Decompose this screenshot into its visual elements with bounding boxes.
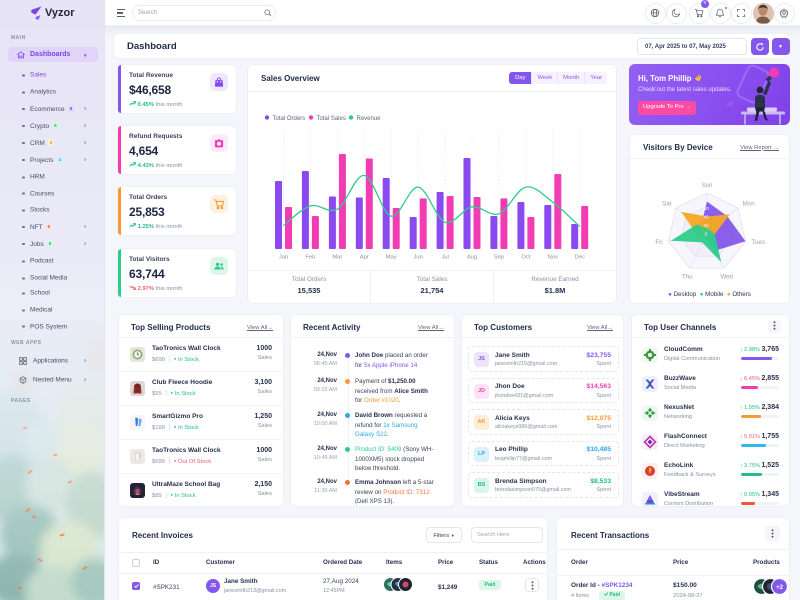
svg-text:Thu: Thu: [682, 274, 693, 281]
svg-text:Sat: Sat: [662, 201, 672, 208]
svg-text:Jan: Jan: [279, 254, 288, 260]
svg-text:Feb: Feb: [305, 254, 315, 260]
svg-text:Wed: Wed: [720, 274, 733, 281]
svg-text:40: 40: [703, 215, 709, 221]
svg-text:Apr: Apr: [360, 254, 369, 260]
svg-text:Mon: Mon: [743, 201, 756, 208]
svg-text:May: May: [386, 254, 397, 260]
svg-text:Dec: Dec: [575, 254, 585, 260]
svg-text:Aug: Aug: [467, 254, 477, 260]
svg-text:Oct: Oct: [521, 254, 530, 260]
svg-text:60: 60: [703, 206, 709, 212]
svg-text:Sep: Sep: [494, 254, 504, 260]
svg-text:Jun: Jun: [414, 254, 423, 260]
svg-text:Mar: Mar: [332, 254, 342, 260]
svg-text:Tues: Tues: [751, 239, 765, 246]
svg-text:Revenue: Revenue: [357, 116, 382, 122]
svg-text:Jul: Jul: [441, 254, 448, 260]
svg-text:Nov: Nov: [548, 254, 558, 260]
svg-text:+2: +2: [776, 585, 784, 591]
svg-text:Total Orders: Total Orders: [273, 116, 306, 122]
svg-text:20: 20: [703, 223, 709, 229]
svg-text:Fri: Fri: [655, 239, 662, 246]
svg-text:0: 0: [705, 232, 708, 238]
svg-text:Sun: Sun: [701, 182, 713, 189]
svg-text:Total Sales: Total Sales: [317, 116, 346, 122]
